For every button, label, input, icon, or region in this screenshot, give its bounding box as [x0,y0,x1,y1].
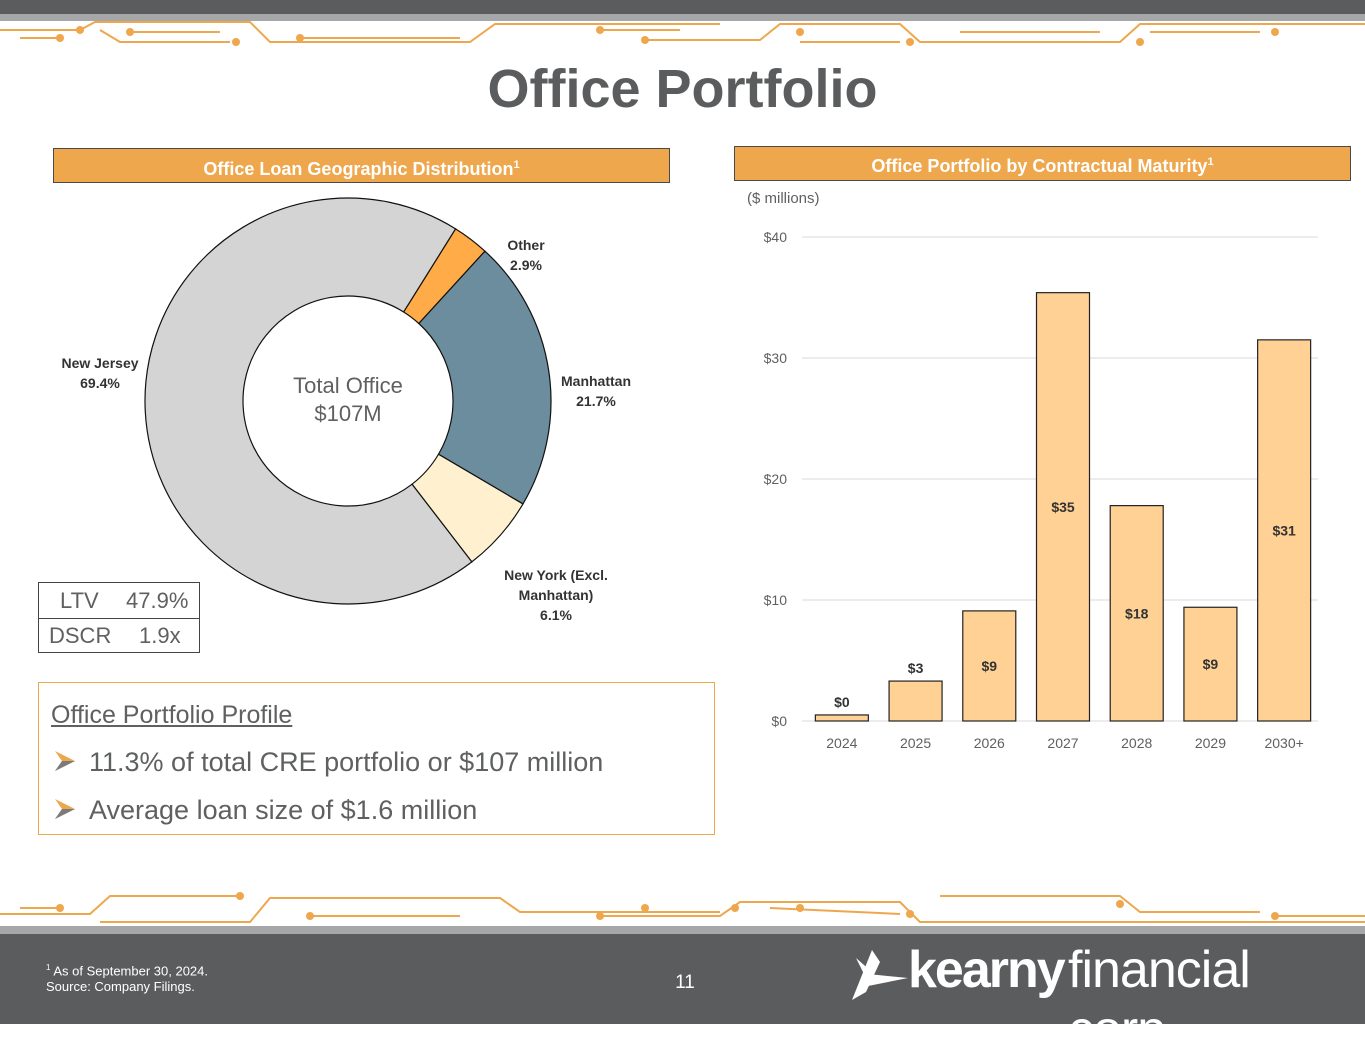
bar-data-label: $9 [981,658,997,674]
geo-header-text: Office Loan Geographic Distribution [203,159,514,179]
y-tick-label: $30 [764,350,788,366]
profile-title: Office Portfolio Profile [51,701,293,729]
bar [1035,292,1091,722]
circuit-decoration-bottom [0,892,1365,923]
page-title: Office Portfolio [487,59,878,119]
geo-donut-chart [144,197,552,605]
label-manhattan: Manhattan 21.7% [546,371,646,411]
slice-manhattan [417,250,552,505]
footnote-text: As of September 30, 2024. [50,963,209,979]
label-new-jersey-pct: 69.4% [80,375,120,391]
donut-center-label: Total Office $107M [248,372,448,428]
x-tick-label: 2030+ [1264,735,1303,751]
maturity-header-footnote-mark: 1 [1207,156,1214,168]
x-tick-label: 2026 [974,735,1005,751]
donut-center-line1: Total Office [293,373,403,398]
bottom-band-light [0,926,1365,934]
x-tick-label: 2029 [1195,735,1226,751]
dscr-label: DSCR [49,623,112,648]
arrow-bullet-icon [55,751,75,771]
bar [814,714,869,722]
footnote: 1 As of September 30, 2024. Source: Comp… [46,960,208,995]
x-tick-label: 2028 [1121,735,1152,751]
label-other-name: Other [507,237,545,253]
circuit-decoration-top [0,21,1365,46]
ltv-label: LTV [60,588,99,613]
profile-bullet: Average loan size of $1.6 million [53,795,477,826]
maturity-header-text: Office Portfolio by Contractual Maturity [871,156,1208,176]
maturity-header: Office Portfolio by Contractual Maturity… [734,146,1351,181]
office-portfolio-profile: Office Portfolio Profile 11.3% of total … [38,682,715,835]
logo-wordmark-bold: kearny [908,941,1066,999]
label-new-york-name-2: Manhattan) [518,587,594,603]
bar-data-label: $31 [1272,522,1296,538]
geo-distribution-header: Office Loan Geographic Distribution1 [53,148,670,183]
bar-data-label: $18 [1125,605,1149,621]
bar [962,610,1017,722]
dscr-value: 1.9x [139,623,181,648]
slice-new-jersey [144,197,473,605]
label-other-pct: 2.9% [510,257,542,273]
label-new-york: New York (Excl. Manhattan) 6.1% [486,565,626,625]
bar-data-label: $9 [1203,656,1219,672]
y-tick-label: $10 [764,592,788,608]
footnote-mark: 1 [46,963,51,972]
kearny-arrow-icon [852,950,908,1000]
units-label: ($ millions) [747,190,820,207]
bar [1183,606,1238,722]
company-logo: kearny financial corp. [850,941,1330,1059]
y-tick-label: $0 [771,713,787,729]
bar [1109,505,1164,722]
label-manhattan-pct: 21.7% [576,393,616,409]
metric-row-dscr: DSCR 1.9x [39,618,199,653]
label-new-york-pct: 6.1% [540,607,572,623]
footnote-source: Source: Company Filings. [46,979,195,995]
label-new-york-name-1: New York (Excl. [504,567,608,583]
x-tick-label: 2025 [900,735,931,751]
profile-bullet-text: 11.3% of total CRE portfolio or $107 mil… [89,747,604,777]
y-tick-label: $20 [764,471,788,487]
geo-header-footnote-mark: 1 [513,159,520,171]
label-manhattan-name: Manhattan [561,373,631,389]
label-new-jersey: New Jersey 69.4% [50,353,150,393]
maturity-bar-chart: $0 $10 $20 $30 $40 $0 2024 $3 2025 $9 2026 $35 2027 $… [764,229,1318,751]
x-tick-label: 2027 [1047,735,1078,751]
bar-data-label: $35 [1051,499,1075,515]
bar [1257,339,1312,722]
profile-bullet: 11.3% of total CRE portfolio or $107 mil… [53,747,603,778]
page-number: 11 [675,972,695,993]
top-band [0,0,1365,14]
bar-data-label: $0 [834,694,850,710]
ltv-value: 47.9% [126,588,189,613]
logo-wordmark-light: financial corp. [1068,941,1251,1059]
profile-bullet-text: Average loan size of $1.6 million [89,795,478,825]
metric-row-ltv: LTV 47.9% [39,583,199,619]
bar [888,680,943,722]
y-tick-label: $40 [764,229,788,245]
metrics-table: LTV 47.9% DSCR 1.9x [38,582,200,653]
x-tick-label: 2024 [826,735,857,751]
bar-data-label: $3 [908,660,924,676]
arrow-bullet-icon [55,799,75,819]
top-band-light [0,14,1365,21]
footnote-line-1: 1 As of September 30, 2024. [46,960,208,979]
label-new-jersey-name: New Jersey [61,355,139,371]
footer [0,934,1365,1024]
donut-center-line2: $107M [314,401,382,426]
label-other: Other 2.9% [486,235,566,275]
